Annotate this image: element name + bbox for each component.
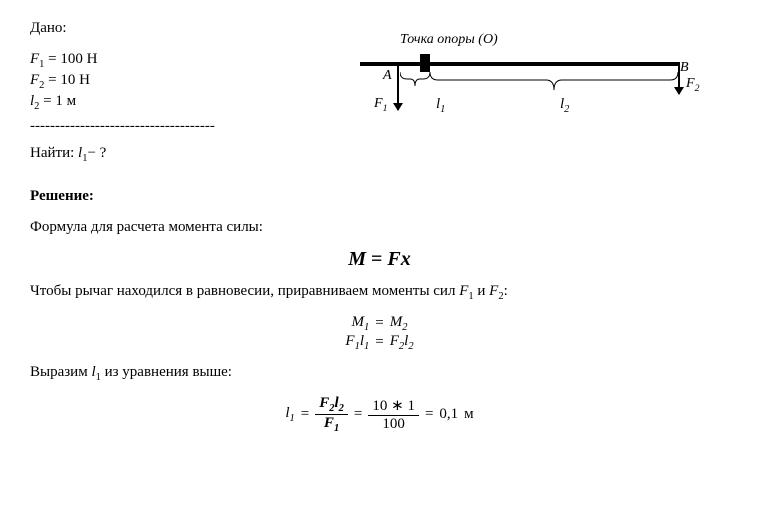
M1-sub: 1 [364,322,369,333]
rhs-x: x [401,248,411,270]
den-F1-sub: 1 [334,423,339,434]
frac-symbolic: F2l2 F1 [315,395,348,434]
brace-l2 [430,72,678,94]
sub: 2 [564,104,569,115]
frac-numeric: 10 ∗ 1 100 [368,396,419,433]
find-line: Найти: l1− ? [30,145,330,164]
M2-sym: M [390,314,403,330]
sub: 1 [383,103,388,114]
text-a: Чтобы рычаг находился в равновесии, прир… [30,283,459,299]
F2-sym: F [390,333,399,349]
brace-l1 [400,72,430,90]
text-end: : [504,283,508,299]
eq1: = [301,406,309,423]
point-A-label: A [383,68,392,84]
pivot-label: Точка опоры (О) [400,32,498,48]
eq: = [375,315,383,332]
eq3: = [425,406,433,423]
den-F1-sym: F [324,415,334,431]
sym: F [686,76,695,91]
num-l2-sub: 2 [339,403,344,414]
sub: 1 [440,104,445,115]
solution-heading: Решение: [30,188,729,205]
val: 100 [60,51,83,67]
sub: 2 [34,101,39,112]
text-express: Выразим l1 из уравнения выше: [30,364,729,383]
eq-F1l1-F2l2: F1l1 = F2l2 [345,333,413,352]
moment-formula: M = Fx [30,248,729,271]
result-val: 0,1 [439,406,458,423]
balance-eq-block: M1 = M2 F1l1 = F2l2 [30,314,729,352]
given-line-F2: F2 = 10 Н [30,72,330,91]
l1-sub: 1 [364,341,369,352]
rhs-F: F [387,248,400,270]
unit: Н [79,72,90,88]
sym: F [30,72,39,88]
given-line-F1: F1 = 100 Н [30,51,330,70]
text-mid: и [474,283,490,299]
lhs: M [348,248,366,270]
text-moment-intro: Формула для расчета момента силы: [30,219,729,236]
sub: 1 [39,59,44,70]
final-formula: l1 = F2l2 F1 = 10 ∗ 1 100 = 0,1 м [30,395,729,434]
text-balance: Чтобы рычаг находился в равновесии, прир… [30,283,729,302]
unit: Н [87,51,98,67]
separator-dashes: ------------------------------------- [30,118,330,135]
num: 10 ∗ 1 [368,396,419,416]
result-unit: м [464,406,474,423]
F1-sym: F [345,333,354,349]
sym: F [30,51,39,67]
text-a: Выразим [30,364,91,380]
given-heading: Дано: [30,20,330,37]
eq-M1-M2: M1 = M2 [352,314,408,333]
sub: 2 [695,83,700,94]
lever-diagram: Точка опоры (О) A B F1 F2 l1 [360,40,690,150]
point-B-label: B [680,60,689,76]
sub: 2 [39,80,44,91]
num-F2-sym: F [319,395,329,411]
ref-F1-sym: F [459,283,468,299]
text-tail: из уравнения выше: [101,364,232,380]
eq: = [371,248,382,270]
l1-label: l1 [436,96,445,115]
find-label: Найти: [30,145,74,161]
l2-sub: 2 [408,341,413,352]
F1-label: F1 [374,96,387,114]
ref-F2-sym: F [489,283,498,299]
den: 100 [368,416,419,433]
find-tail: − ? [87,145,106,161]
force-arrow-F2 [678,66,680,94]
M1-sym: M [352,314,365,330]
eq: = [375,334,383,351]
M2-sub: 2 [402,322,407,333]
unit: м [67,93,77,109]
eq2: = [354,406,362,423]
l2-label: l2 [560,96,569,115]
val: 10 [60,72,75,88]
given-line-l2: l2 = 1 м [30,93,330,112]
lhs-sub: 1 [290,413,295,424]
force-arrow-F1 [397,66,399,110]
val: 1 [55,93,63,109]
sym: F [374,96,383,111]
F2-label: F2 [686,76,699,94]
lever-beam [360,62,680,66]
